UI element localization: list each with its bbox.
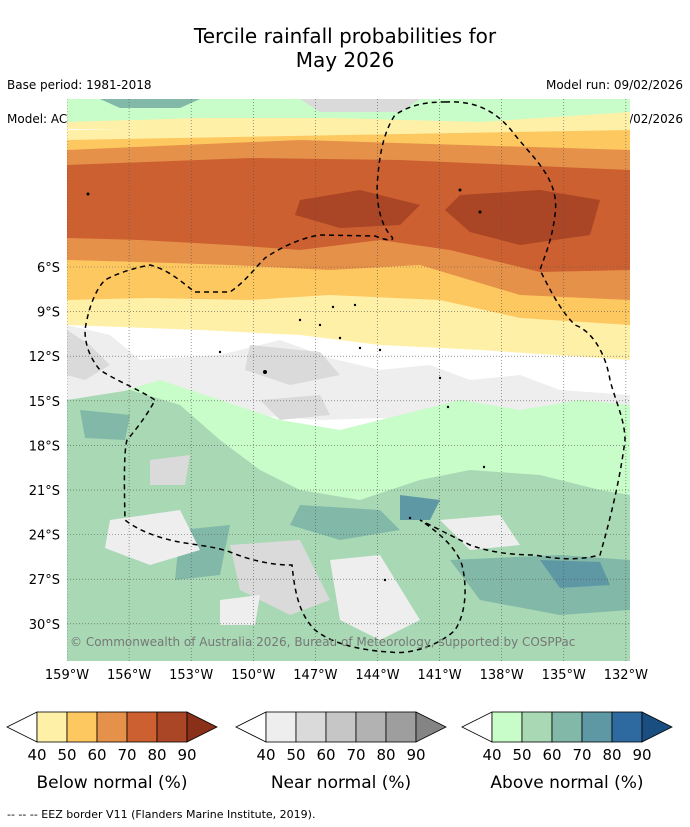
- islands: [86, 188, 486, 582]
- legend-below-normal: 40 50 60 70 80 90 Below normal (%): [6, 711, 218, 793]
- lat-tick-label: 30°S: [29, 618, 60, 633]
- legend-swatch: [355, 711, 387, 743]
- lat-tick-label: 18°S: [29, 439, 60, 454]
- legend-extend-low: [6, 711, 38, 743]
- lon-tick-label: 156°W: [107, 668, 151, 683]
- lon-tick-label: 147°W: [293, 668, 337, 683]
- legend-extend-high: [415, 711, 447, 743]
- lon-tick-label: 138°W: [480, 668, 524, 683]
- legend-tick: 90: [406, 746, 425, 764]
- above-normal-region: [100, 99, 200, 108]
- map-figure: © Commonwealth of Australia 2026, Bureau…: [6, 99, 673, 793]
- near-normal-region: [300, 99, 420, 112]
- lat-tick-label: 21°S: [29, 484, 60, 499]
- lat-tick-label: 24°S: [29, 529, 60, 544]
- legend-tick: 90: [177, 746, 196, 764]
- legend-tick: 50: [512, 746, 531, 764]
- legend-tick: 70: [346, 746, 365, 764]
- legend-swatch: [521, 711, 553, 743]
- near-normal-region: [245, 345, 340, 385]
- lat-tick-label: 27°S: [29, 573, 60, 588]
- legend-tick: 40: [482, 746, 501, 764]
- copyright-notice: © Commonwealth of Australia 2026, Bureau…: [70, 635, 575, 649]
- legend-tick: 70: [117, 746, 136, 764]
- legend-above-normal: 40 50 60 70 80 90 Above normal (%): [461, 711, 673, 793]
- legend-tick: 40: [27, 746, 46, 764]
- legend-near-normal: 40 50 60 70 80 90 Near normal (%): [235, 711, 447, 793]
- near-normal-region: [260, 395, 330, 420]
- footer-note: -- -- -- EEZ border V11 (Flanders Marine…: [7, 808, 316, 821]
- near-normal-region: [150, 455, 190, 485]
- legend-extend-low: [461, 711, 493, 743]
- legend-tick: 60: [87, 746, 106, 764]
- legend-tick: 50: [286, 746, 305, 764]
- eez-border: [84, 101, 626, 654]
- above-normal-region: [80, 410, 130, 440]
- legend-title: Near normal (%): [271, 773, 411, 793]
- longitude-labels: 159°W 156°W 153°W 150°W 147°W 144°W 141°W 138°W…: [45, 668, 648, 683]
- lon-tick-label: 150°W: [231, 668, 275, 683]
- near-normal-region: [105, 510, 200, 565]
- legend-tick: 60: [542, 746, 561, 764]
- below-normal-region: [295, 190, 420, 228]
- legend-extend-high: [186, 711, 218, 743]
- legend-swatch: [66, 711, 98, 743]
- near-normal-region: [220, 595, 260, 625]
- legend-swatch: [295, 711, 327, 743]
- legend-tick: 70: [572, 746, 591, 764]
- legend-swatch: [491, 711, 523, 743]
- base-period: Base period: 1981-2018: [7, 78, 152, 92]
- legend-tick: 90: [632, 746, 651, 764]
- map-gridlines: [67, 99, 630, 661]
- legend-swatch: [551, 711, 583, 743]
- legend-extend-low: [235, 711, 267, 743]
- lon-tick-label: 144°W: [355, 668, 399, 683]
- legend-swatch: [325, 711, 357, 743]
- above-normal-region: [540, 560, 610, 588]
- map-plot-area: © Commonwealth of Australia 2026, Bureau…: [67, 99, 630, 661]
- legend-tick: 80: [602, 746, 621, 764]
- legend-tick: 40: [256, 746, 275, 764]
- above-normal-region: [400, 495, 440, 520]
- lon-tick-label: 159°W: [45, 668, 89, 683]
- legend-swatch: [36, 711, 68, 743]
- lon-tick-label: 132°W: [604, 668, 648, 683]
- lat-tick-label: 9°S: [37, 306, 60, 321]
- legend-title: Below normal (%): [37, 773, 188, 793]
- legend-swatch: [96, 711, 128, 743]
- legend-tick: 80: [147, 746, 166, 764]
- below-normal-region: [445, 190, 600, 245]
- legend-swatch: [385, 711, 417, 743]
- legend-title: Above normal (%): [490, 773, 643, 793]
- model-run: Model run: 09/02/2026: [545, 78, 683, 92]
- legend-swatch: [126, 711, 158, 743]
- legend-swatch: [156, 711, 188, 743]
- near-normal-region: [67, 330, 110, 380]
- map-title: Tercile rainfall probabilities for May 2…: [193, 24, 497, 72]
- legend-swatch: [611, 711, 643, 743]
- legend-swatch: [581, 711, 613, 743]
- legend-tick: 60: [316, 746, 335, 764]
- lat-tick-label: 15°S: [29, 395, 60, 410]
- legend-extend-high: [641, 711, 673, 743]
- legend-swatch: [265, 711, 297, 743]
- lon-tick-label: 135°W: [542, 668, 586, 683]
- above-normal-region: [290, 505, 400, 540]
- lon-tick-label: 153°W: [169, 668, 213, 683]
- legend-tick: 50: [57, 746, 76, 764]
- lon-tick-label: 141°W: [417, 668, 461, 683]
- lat-tick-label: 12°S: [29, 350, 60, 365]
- legend-tick: 80: [376, 746, 395, 764]
- near-normal-region: [440, 515, 520, 550]
- latitude-labels: 6°S 9°S 12°S 15°S 18°S 21°S 24°S 27°S 30°S: [29, 261, 60, 633]
- lat-tick-label: 6°S: [37, 261, 60, 276]
- near-normal-region: [330, 555, 420, 640]
